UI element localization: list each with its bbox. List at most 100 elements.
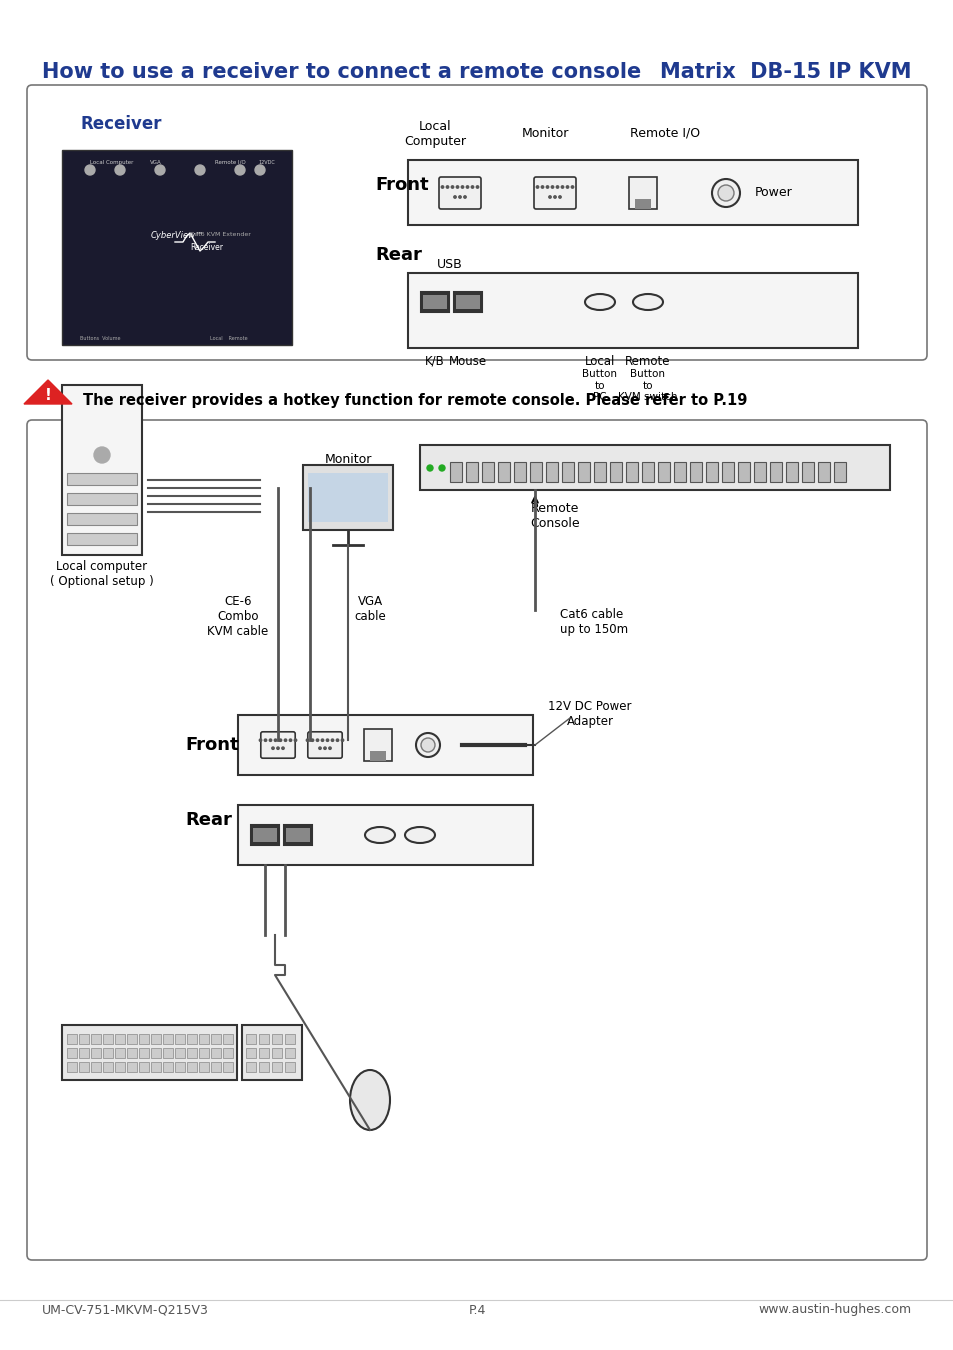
Circle shape xyxy=(194,165,205,176)
Bar xyxy=(285,1062,294,1072)
Bar xyxy=(530,462,541,482)
Text: Local: Local xyxy=(584,355,615,369)
Text: Button
to
PC: Button to PC xyxy=(582,369,617,402)
Bar xyxy=(578,462,589,482)
Bar xyxy=(139,1048,149,1058)
Bar xyxy=(163,1048,172,1058)
Text: 12VDC: 12VDC xyxy=(257,161,274,165)
Text: Remote: Remote xyxy=(624,355,670,369)
Circle shape xyxy=(259,738,261,741)
Text: P.4: P.4 xyxy=(468,1304,485,1316)
Text: VGA
cable: VGA cable xyxy=(354,595,385,622)
Circle shape xyxy=(276,747,279,749)
Circle shape xyxy=(556,186,558,188)
Circle shape xyxy=(554,196,556,198)
Circle shape xyxy=(331,738,334,741)
Bar xyxy=(408,273,857,348)
Circle shape xyxy=(316,738,318,741)
Bar xyxy=(79,1062,89,1072)
Bar xyxy=(223,1034,233,1044)
Bar xyxy=(127,1034,137,1044)
Circle shape xyxy=(279,738,281,741)
Text: Power: Power xyxy=(754,186,792,200)
Bar xyxy=(753,462,765,482)
Circle shape xyxy=(94,447,110,463)
Bar xyxy=(303,464,393,531)
Text: How to use a receiver to connect a remote console: How to use a receiver to connect a remot… xyxy=(42,62,640,82)
FancyBboxPatch shape xyxy=(534,177,576,209)
Circle shape xyxy=(254,165,265,176)
Bar xyxy=(689,462,701,482)
Circle shape xyxy=(306,738,309,741)
Circle shape xyxy=(269,738,272,741)
Bar xyxy=(174,1048,185,1058)
Circle shape xyxy=(458,196,460,198)
Bar xyxy=(628,177,657,209)
Bar xyxy=(127,1048,137,1058)
Bar xyxy=(103,1034,112,1044)
Bar xyxy=(79,1048,89,1058)
Bar xyxy=(769,462,781,482)
Text: K/B: K/B xyxy=(425,355,444,369)
Text: Local    Remote: Local Remote xyxy=(210,336,248,342)
Bar xyxy=(67,1048,77,1058)
Bar xyxy=(211,1048,221,1058)
Circle shape xyxy=(718,185,733,201)
Bar xyxy=(211,1062,221,1072)
Bar xyxy=(308,472,388,522)
Circle shape xyxy=(336,738,338,741)
Bar xyxy=(174,1062,185,1072)
Bar xyxy=(658,462,669,482)
Bar xyxy=(103,1062,112,1072)
Bar xyxy=(284,825,312,845)
Bar xyxy=(67,1062,77,1072)
Circle shape xyxy=(154,165,165,176)
Text: !: ! xyxy=(45,387,51,402)
Circle shape xyxy=(471,186,474,188)
Bar xyxy=(456,296,479,309)
FancyBboxPatch shape xyxy=(27,85,926,360)
Text: Front: Front xyxy=(375,176,428,194)
Bar xyxy=(91,1048,101,1058)
Text: Receiver: Receiver xyxy=(80,115,161,134)
Circle shape xyxy=(294,738,296,741)
Text: Local
Computer: Local Computer xyxy=(403,120,465,148)
Bar xyxy=(272,1034,282,1044)
Bar xyxy=(237,805,533,865)
Circle shape xyxy=(234,165,245,176)
Bar xyxy=(103,1048,112,1058)
Circle shape xyxy=(571,186,573,188)
Bar xyxy=(285,1048,294,1058)
Circle shape xyxy=(546,186,548,188)
Ellipse shape xyxy=(633,294,662,310)
Text: Cat6 cable
up to 150m: Cat6 cable up to 150m xyxy=(559,608,627,636)
Bar xyxy=(223,1062,233,1072)
Bar xyxy=(272,1062,282,1072)
Bar xyxy=(115,1062,125,1072)
Bar xyxy=(246,1048,255,1058)
FancyBboxPatch shape xyxy=(438,177,480,209)
Bar xyxy=(253,828,276,842)
Bar xyxy=(62,385,142,555)
Bar xyxy=(139,1062,149,1072)
Bar xyxy=(187,1048,196,1058)
Text: Monitor: Monitor xyxy=(520,127,568,140)
Bar xyxy=(67,493,137,505)
Bar xyxy=(450,462,461,482)
Bar xyxy=(497,462,510,482)
Bar xyxy=(785,462,797,482)
Circle shape xyxy=(323,747,326,749)
Text: Local computer
( Optional setup ): Local computer ( Optional setup ) xyxy=(51,560,153,589)
Circle shape xyxy=(466,186,468,188)
Bar xyxy=(127,1062,137,1072)
Text: Local Computer: Local Computer xyxy=(90,161,133,165)
Bar xyxy=(370,751,386,761)
Bar xyxy=(625,462,638,482)
Text: Receiver: Receiver xyxy=(191,243,223,252)
Ellipse shape xyxy=(584,294,615,310)
Circle shape xyxy=(420,738,435,752)
Bar xyxy=(673,462,685,482)
Ellipse shape xyxy=(365,828,395,842)
Bar xyxy=(62,1025,236,1080)
Text: Buttons  Volume: Buttons Volume xyxy=(80,336,120,342)
